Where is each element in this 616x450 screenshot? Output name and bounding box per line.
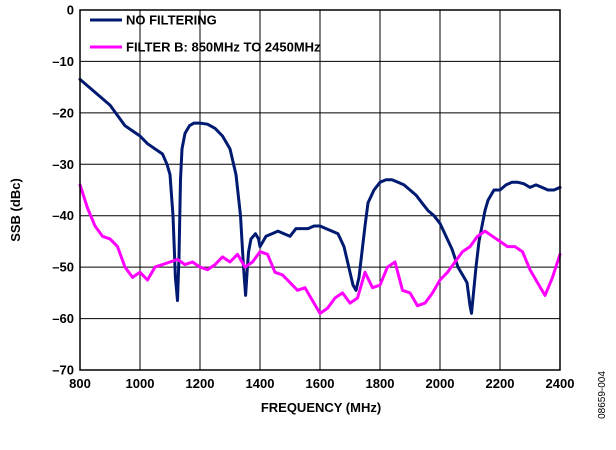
y-tick-label: –10 (52, 54, 74, 69)
x-tick-label: 2000 (426, 376, 455, 391)
series-line-filter-b (78, 183, 562, 315)
x-axis-title: FREQUENCY (MHz) (261, 400, 381, 415)
plot-frame (79, 9, 561, 371)
y-axis-title: SSB (dBc) (8, 178, 23, 242)
y-tick-label: –50 (52, 260, 74, 275)
x-tick-label: 2200 (486, 376, 515, 391)
x-tick-label: 1800 (366, 376, 395, 391)
legend-label-no-filtering: NO FILTERING (126, 13, 217, 28)
legend: NO FILTERING FILTER B: 850MHz TO 2450MHz (90, 13, 321, 55)
x-tick-label: 2400 (546, 376, 575, 391)
x-tick-label: 1200 (186, 376, 215, 391)
y-tick-label: –20 (52, 105, 74, 120)
y-tick-labels: 0 –10 –20 –30 –40 –50 –60 –70 (52, 3, 74, 378)
x-tick-label: 1000 (126, 376, 155, 391)
legend-label-filter-b: FILTER B: 850MHz TO 2450MHz (126, 40, 321, 55)
y-tick-label: –40 (52, 208, 74, 223)
x-tick-label: 1600 (306, 376, 335, 391)
y-tick-label: –70 (52, 363, 74, 378)
series-lines (78, 77, 562, 315)
grid-lines (80, 10, 560, 370)
series-line-no-filtering (78, 77, 562, 315)
y-tick-label: –60 (52, 311, 74, 326)
x-tick-label: 1400 (246, 376, 275, 391)
x-tick-labels: 800 1000 1200 1400 1600 1800 2000 2200 2400 (69, 376, 574, 391)
figure-id: 08659-004 (597, 371, 608, 419)
y-tick-label: 0 (67, 3, 74, 18)
x-tick-label: 800 (69, 376, 91, 391)
y-tick-label: –30 (52, 157, 74, 172)
